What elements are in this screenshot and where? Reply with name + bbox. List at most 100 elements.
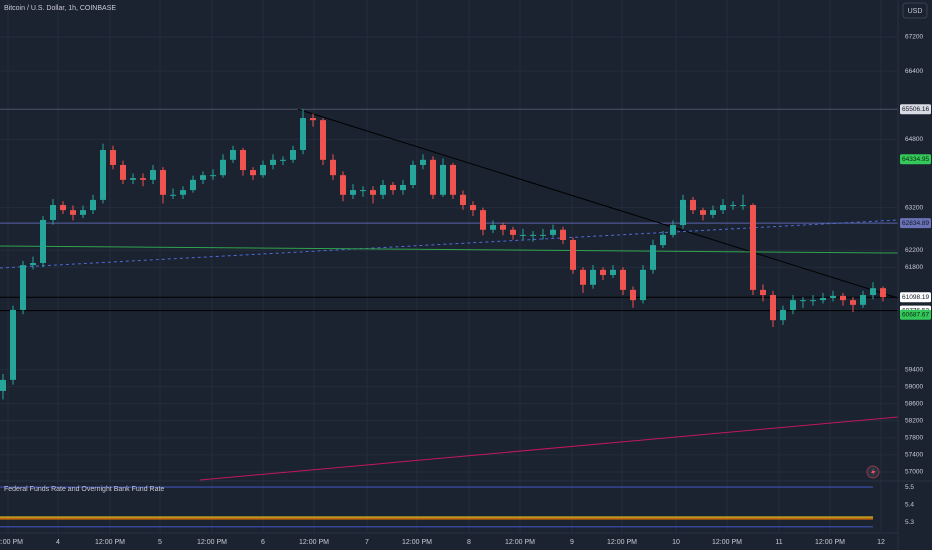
candle-body: [820, 297, 826, 301]
candle-body: [160, 170, 166, 195]
trendline: [0, 245, 899, 254]
candle-body: [190, 179, 196, 191]
y-tick-label: 59000: [905, 383, 923, 390]
candle-body: [620, 269, 626, 290]
candle-body: [370, 190, 376, 195]
candle-body: [480, 210, 486, 230]
candle-body: [30, 263, 36, 266]
candle-body: [350, 190, 356, 195]
candle-body: [450, 164, 456, 195]
candle-body: [600, 269, 606, 275]
x-tick-label: 9: [570, 539, 574, 546]
price-badge: [900, 218, 931, 229]
candle-body: [220, 159, 226, 176]
price-badge: [900, 154, 931, 165]
x-tick-label: 12:00 PM: [299, 539, 329, 546]
candle-body: [500, 225, 506, 230]
y-tick-label: 63200: [905, 204, 923, 211]
candle-body: [170, 194, 176, 196]
candle-body: [180, 190, 186, 195]
price-badge: [900, 309, 931, 320]
candle-body: [210, 175, 216, 177]
y-tick-label: 58200: [905, 418, 923, 425]
candle-body: [680, 199, 686, 226]
y-tick-label: 66400: [905, 68, 923, 75]
candle-body: [150, 170, 156, 180]
candle-body: [100, 150, 106, 200]
trendline: [297, 108, 899, 299]
candle-body: [830, 295, 836, 298]
candle-body: [260, 164, 266, 176]
candle-body: [560, 229, 566, 240]
candle-body: [590, 269, 596, 285]
price-badge-label: 62834.89: [902, 220, 929, 227]
candle-body: [710, 210, 716, 215]
candle-body: [300, 118, 306, 151]
price-badge: [900, 292, 931, 303]
candle-body: [430, 159, 436, 195]
y-tick-label: 62200: [905, 247, 923, 254]
x-tick-label: 12:00 PM: [607, 539, 637, 546]
candle-body: [870, 288, 876, 296]
candle-body: [630, 289, 636, 301]
price-badge-label: 60687.67: [902, 311, 929, 318]
chart-title: Bitcoin / U.S. Dollar, 1h, COINBASE: [4, 5, 116, 12]
price-badge: [900, 104, 931, 115]
candle-body: [340, 175, 346, 195]
candle-body: [470, 205, 476, 211]
candle-body: [610, 269, 616, 275]
candle-body: [240, 150, 246, 171]
candle-body: [520, 234, 526, 236]
candle-body: [320, 120, 326, 160]
candle-body: [580, 269, 586, 285]
currency-button[interactable]: [902, 2, 928, 19]
indicator-tick-label: 5.5: [905, 484, 914, 491]
candle-body: [720, 205, 726, 211]
y-tick-label: 61800: [905, 264, 923, 271]
candle-body: [880, 288, 886, 298]
candle-body: [540, 234, 546, 236]
candle-body: [360, 190, 366, 192]
alert-bolt: [871, 468, 876, 476]
x-tick-label: 12:00 PM: [402, 539, 432, 546]
candle-body: [750, 205, 756, 290]
candle-body: [530, 234, 536, 236]
y-tick-label: 57000: [905, 469, 923, 476]
candle-body: [420, 159, 426, 165]
candle-body: [130, 178, 136, 180]
candle-body: [80, 210, 86, 215]
y-tick-label: 57800: [905, 435, 923, 442]
candle-body: [440, 164, 446, 195]
candle-body: [490, 225, 496, 230]
y-tick-label: 59400: [905, 366, 923, 373]
candle-body: [800, 300, 806, 302]
candle-body: [50, 205, 56, 220]
candle-body: [650, 245, 656, 270]
candle-body: [660, 234, 666, 246]
y-tick-label: 57400: [905, 452, 923, 459]
y-tick-label: 58600: [905, 400, 923, 407]
candle-body: [850, 300, 856, 305]
candle-body: [840, 295, 846, 301]
x-tick-label: 5: [158, 539, 162, 546]
candle-body: [790, 300, 796, 310]
candle-body: [310, 118, 316, 121]
candle-body: [250, 170, 256, 176]
currency-label[interactable]: USD: [908, 8, 923, 15]
candle-body: [200, 175, 206, 180]
y-tick-label: 64800: [905, 136, 923, 143]
candle-body: [700, 210, 706, 215]
candle-body: [770, 295, 776, 321]
indicator-title: Federal Funds Rate and Overnight Bank Fu…: [4, 486, 164, 493]
indicator-tick-label: 5.4: [905, 501, 914, 508]
candle-body: [460, 194, 466, 206]
x-tick-label: 7: [365, 539, 369, 546]
x-tick-label: 12: [877, 539, 885, 546]
candle-body: [120, 164, 126, 180]
price-badge-label: 65506.16: [902, 106, 929, 113]
candle-body: [780, 309, 786, 321]
candle-body: [280, 159, 286, 161]
candle-body: [740, 205, 746, 207]
candle-body: [90, 199, 96, 211]
